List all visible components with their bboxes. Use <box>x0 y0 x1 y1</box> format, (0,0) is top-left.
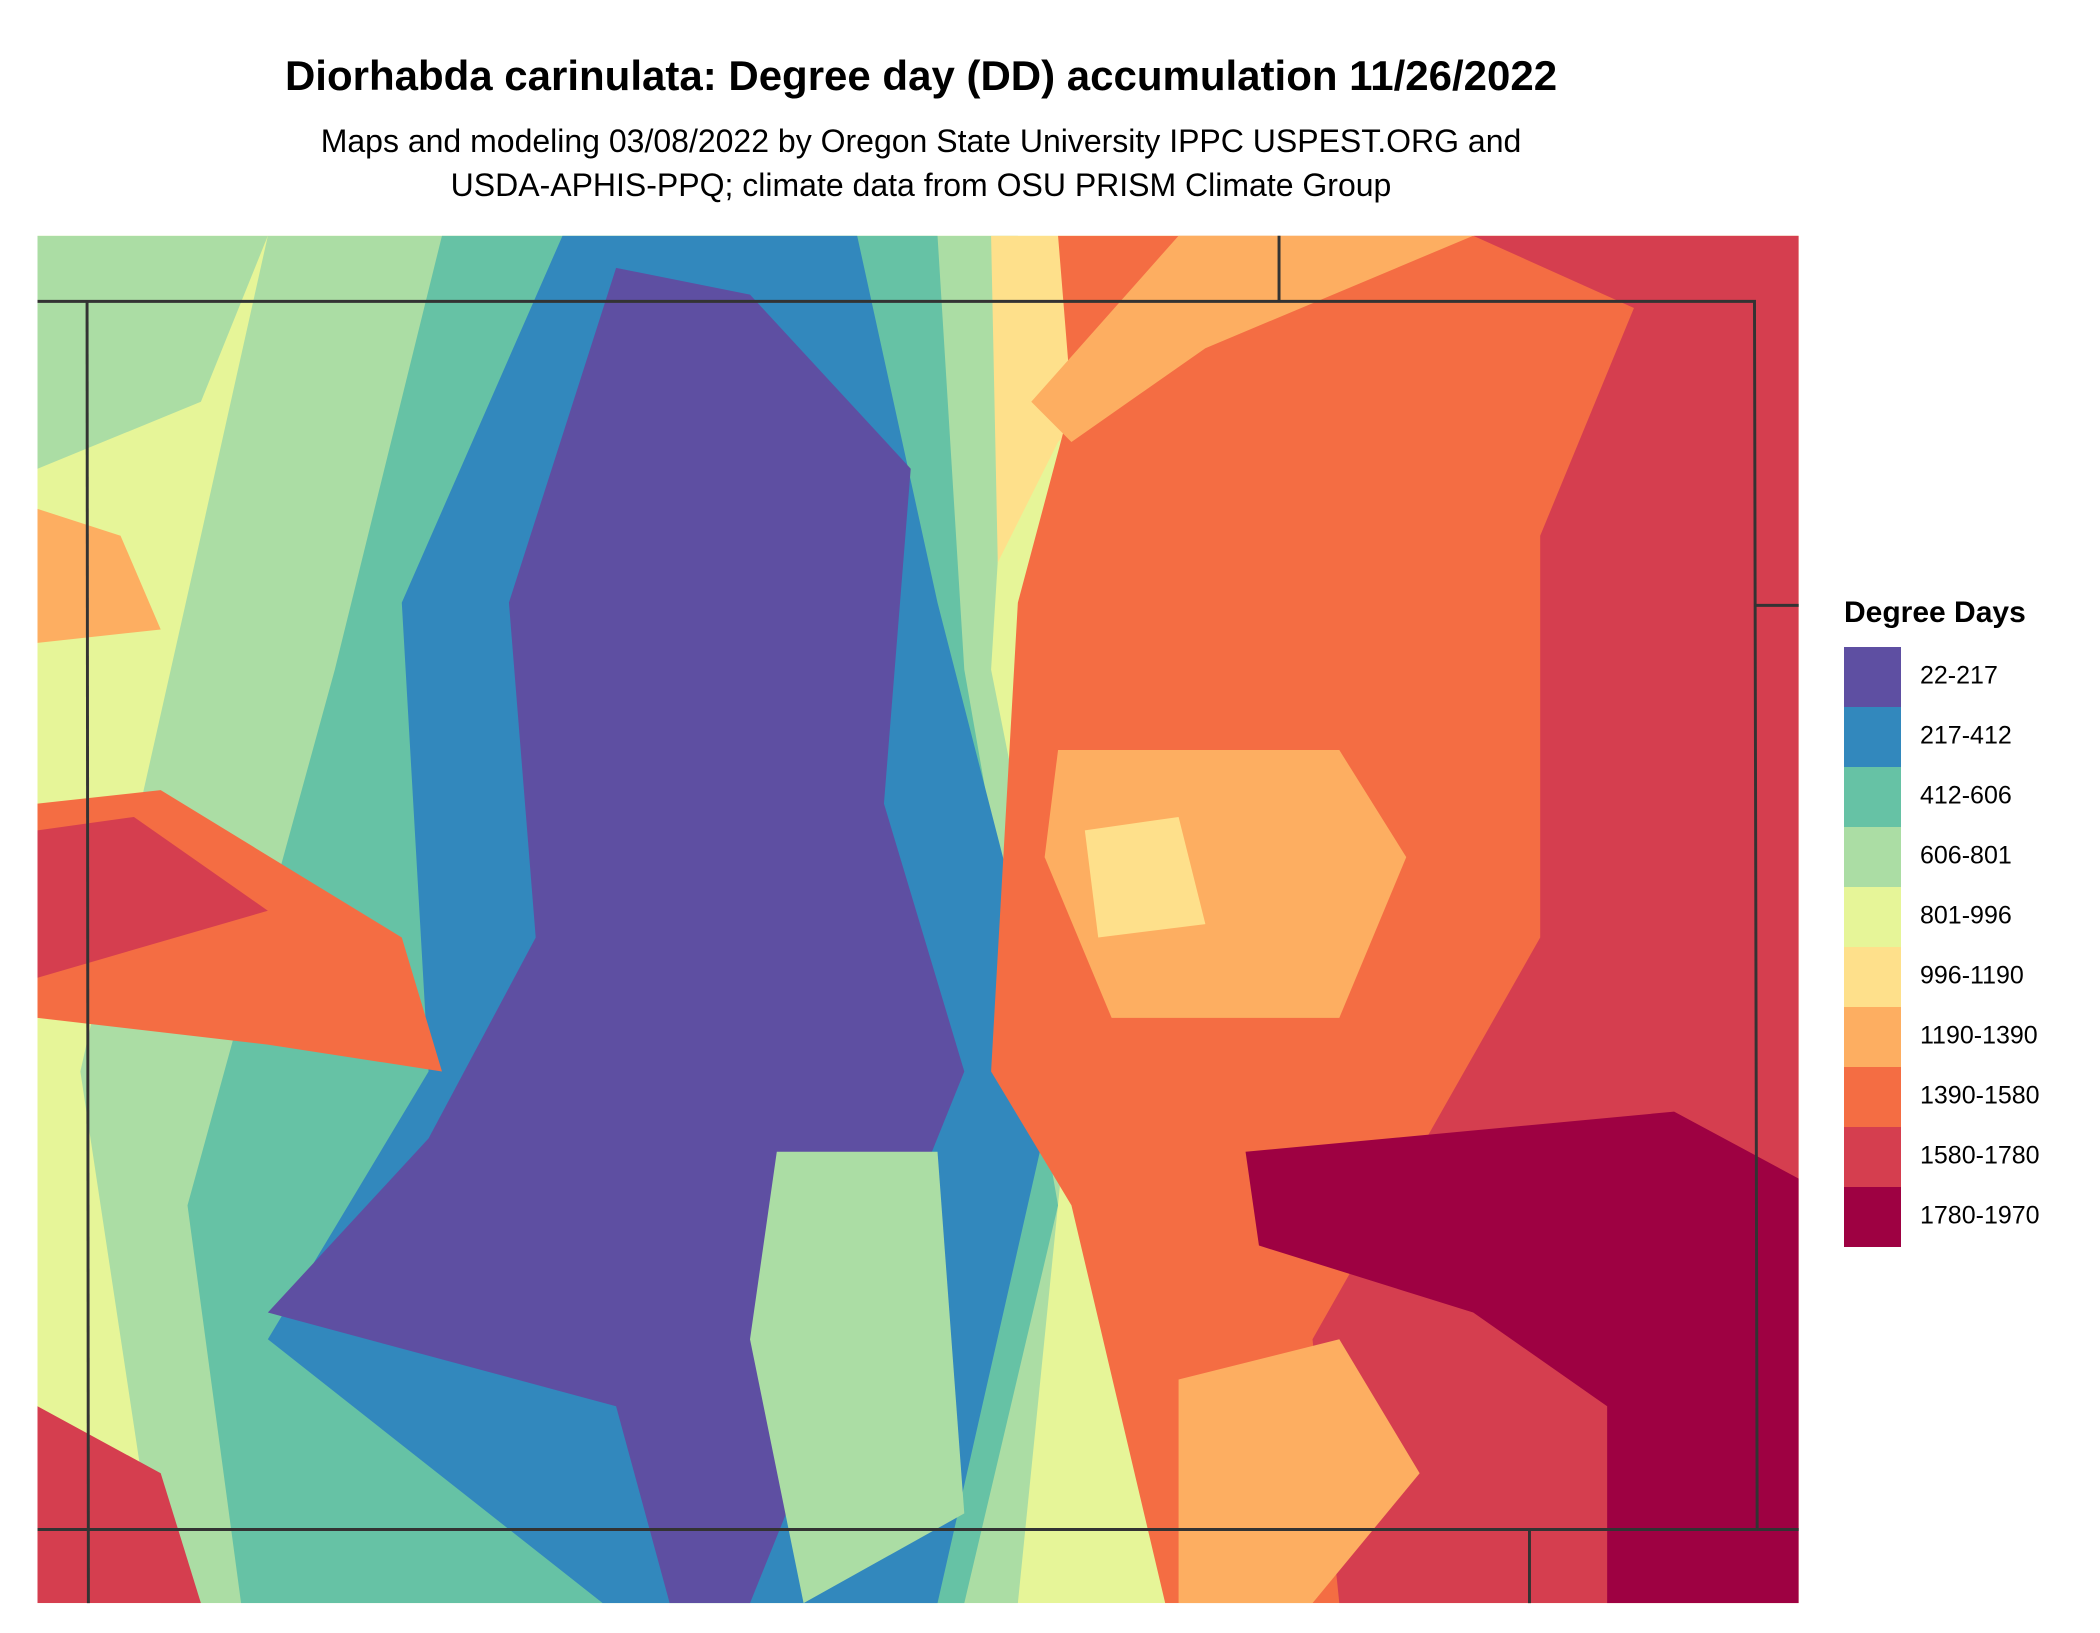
zone <box>37 1406 201 1604</box>
legend-label: 606-801 <box>1920 842 2012 870</box>
raster <box>37 235 1799 1604</box>
legend-swatch <box>1844 1187 1901 1247</box>
subtitle: Maps and modeling 03/08/2022 by Oregon S… <box>321 123 1522 159</box>
legend-swatch <box>1844 767 1901 827</box>
zone <box>37 816 268 978</box>
legend-swatch <box>1844 1007 1901 1067</box>
legend-label: 1780-1970 <box>1920 1202 2040 1230</box>
legend-label: 1190-1390 <box>1920 1022 2038 1050</box>
zone <box>1084 816 1206 938</box>
legend-swatch <box>1844 947 1901 1007</box>
legend-swatch <box>1844 1067 1901 1127</box>
zone <box>1031 235 1474 442</box>
zone <box>37 235 268 469</box>
legend-label: 412-606 <box>1920 782 2012 810</box>
legend-label: 22-217 <box>1920 662 1998 690</box>
legend-swatch <box>1844 887 1901 947</box>
legend: 22-217 217-412 412-606 606-801 801-996 996-11… <box>1844 647 2040 1247</box>
state-borders <box>37 235 1799 1604</box>
legend-label: 801-996 <box>1920 902 2012 930</box>
legend-label: 217-412 <box>1920 722 2012 750</box>
zone <box>37 508 161 643</box>
legend-title: Degree Days <box>1844 596 2026 629</box>
title: Diorhabda carinulata: Degree day (DD) ac… <box>285 52 1557 99</box>
zone <box>991 235 1273 563</box>
legend-swatch <box>1844 1127 1901 1187</box>
legend-swatch <box>1844 707 1901 767</box>
border <box>85 301 90 1604</box>
subtitle: USDA-APHIS-PPQ; climate data from OSU PR… <box>451 167 1392 203</box>
zone <box>1245 1111 1799 1604</box>
zone <box>1178 1339 1420 1604</box>
zone <box>1044 750 1407 1018</box>
zone <box>750 1151 965 1604</box>
legend-label: 1390-1580 <box>1920 1082 2040 1110</box>
map <box>37 235 1799 1604</box>
border <box>37 299 1759 1531</box>
legend-label: 996-1190 <box>1920 962 2024 990</box>
legend-label: 1580-1780 <box>1920 1142 2040 1170</box>
legend-swatch <box>1844 827 1901 887</box>
legend-swatch <box>1844 647 1901 707</box>
